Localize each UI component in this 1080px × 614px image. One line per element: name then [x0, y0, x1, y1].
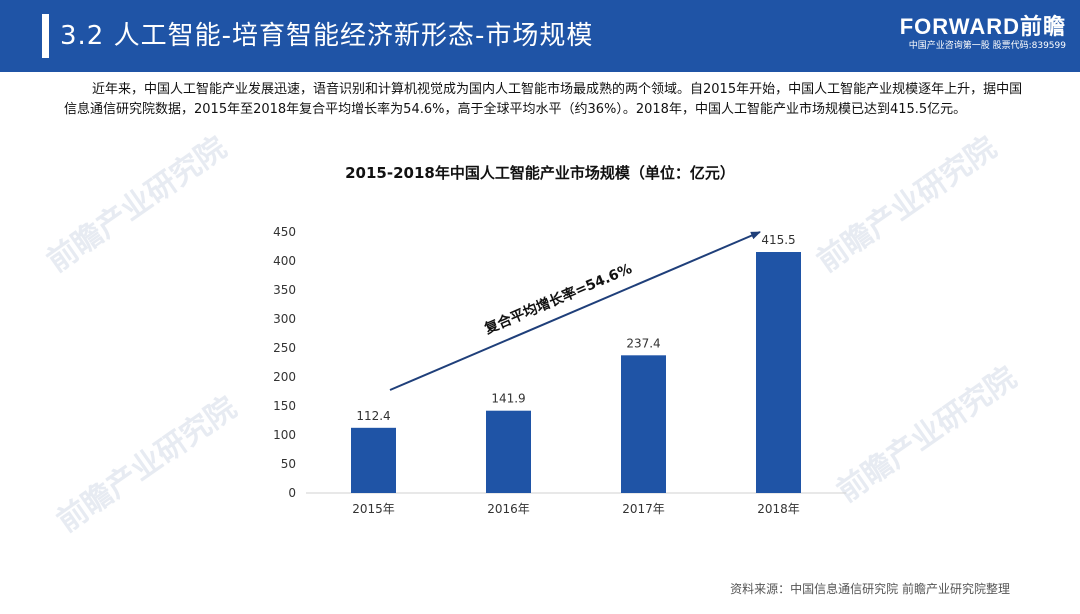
y-tick-label: 350: [273, 283, 296, 297]
bar: [351, 427, 396, 493]
chart-title: 2015-2018年中国人工智能产业市场规模（单位：亿元）: [345, 164, 735, 182]
brand-logo-text: FORWARD前瞻: [899, 14, 1066, 39]
x-tick-label: 2015年: [352, 502, 395, 516]
growth-arrow: [389, 231, 761, 391]
y-tick-label: 450: [273, 225, 296, 239]
data-label: 237.4: [626, 336, 660, 350]
brand-logo: FORWARD前瞻 中国产业咨询第一股 股票代码:839599: [900, 14, 1066, 52]
growth-annotation: 复合平均增长率=54.6%: [481, 260, 634, 338]
y-tick-label: 50: [281, 457, 296, 471]
y-tick-label: 100: [273, 428, 296, 442]
bar: [486, 410, 531, 493]
data-label: 415.5: [761, 233, 795, 247]
data-label: 112.4: [356, 409, 390, 423]
header-banner: 3.2 人工智能-培育智能经济新形态-市场规模 FORWARD前瞻 中国产业咨询…: [0, 0, 1080, 72]
y-tick-label: 150: [273, 399, 296, 413]
source-note: 资料来源：中国信息通信研究院 前瞻产业研究院整理: [730, 582, 1010, 596]
brand-logo-subtitle: 中国产业咨询第一股 股票代码:839599: [908, 41, 1066, 51]
page-title: 3.2 人工智能-培育智能经济新形态-市场规模: [60, 21, 594, 51]
x-tick-label: 2017年: [622, 502, 665, 516]
data-label: 141.9: [491, 392, 525, 406]
x-tick-label: 2018年: [757, 502, 800, 516]
y-tick-label: 200: [273, 370, 296, 384]
y-tick-label: 300: [273, 312, 296, 326]
bar: [621, 355, 666, 493]
y-tick-label: 0: [288, 486, 296, 500]
y-tick-label: 250: [273, 341, 296, 355]
x-tick-label: 2016年: [487, 502, 530, 516]
header-accent-bar: [42, 14, 49, 58]
intro-paragraph: 近年来，中国人工智能产业发展迅速，语音识别和计算机视觉成为国内人工智能市场最成熟…: [64, 82, 1023, 117]
bar: [756, 252, 801, 493]
y-tick-label: 400: [273, 254, 296, 268]
